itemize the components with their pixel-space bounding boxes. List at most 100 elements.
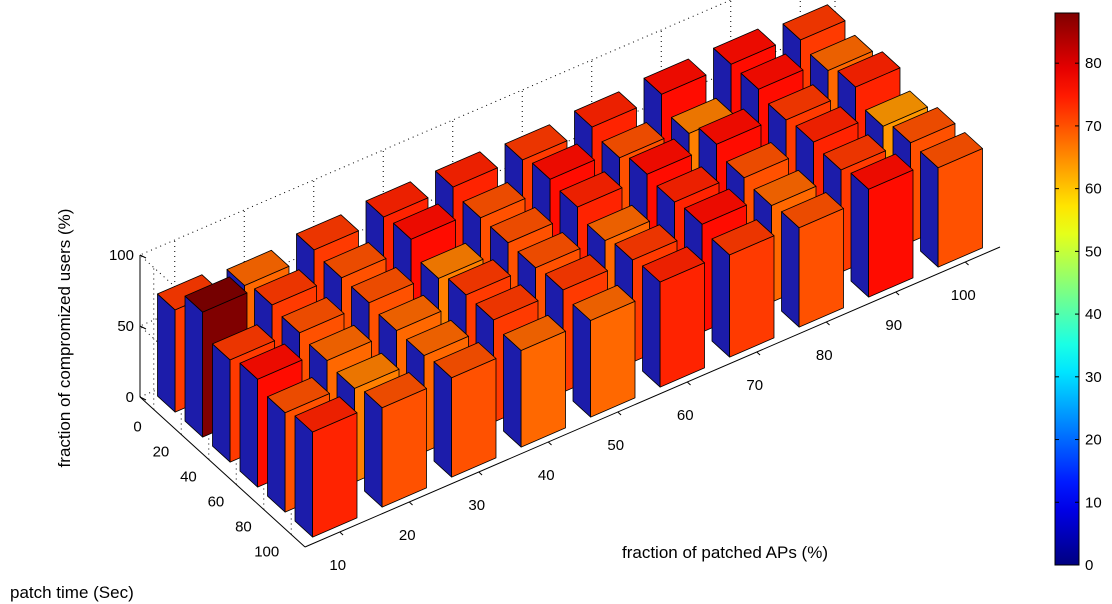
bar-top-face	[810, 34, 873, 71]
x-tick-label: 60	[677, 407, 694, 424]
bar-top-face	[614, 224, 678, 261]
x-tick-mark	[339, 531, 344, 536]
bar-front-face	[937, 148, 983, 268]
bar-top-face	[212, 324, 275, 361]
bar-top-face	[517, 232, 581, 269]
bar-top-face	[490, 207, 553, 244]
bar-top-face	[768, 84, 831, 121]
bar-top-face	[698, 108, 762, 145]
bar-top-face	[795, 106, 859, 143]
x-tick-label: 70	[746, 377, 763, 394]
x-tick-mark	[478, 471, 483, 476]
bar-top-face	[643, 58, 707, 95]
bar-top-face	[448, 259, 511, 296]
bar-top-face	[364, 372, 427, 409]
bar-top-face	[713, 28, 776, 65]
x-tick-label: 100	[951, 287, 976, 304]
bar-top-face	[475, 284, 539, 321]
bar-side-face	[781, 211, 800, 328]
y-tick-label: 0	[133, 419, 141, 436]
bar-top-face	[226, 249, 290, 286]
bar-top-face	[296, 214, 359, 251]
bar-top-face	[740, 53, 804, 90]
bar-front-face	[520, 330, 566, 448]
z-axis-title: fraction of compromized users (%)	[55, 209, 74, 468]
bar-side-face	[503, 334, 522, 448]
bar-top-face	[532, 143, 595, 180]
z-tick-mark	[139, 325, 147, 330]
y-tick-label: 60	[208, 494, 225, 511]
bar-top-face	[865, 90, 928, 127]
x-tick-mark	[617, 411, 622, 416]
x-tick-mark	[408, 501, 413, 506]
x-tick-label: 90	[885, 317, 902, 334]
bar-front-face	[381, 388, 427, 508]
x-tick-mark	[825, 321, 830, 326]
bar-front-face	[312, 412, 358, 538]
x-tick-label: 20	[399, 527, 416, 544]
bar-top-face	[711, 219, 775, 256]
bar-side-face	[212, 343, 231, 463]
bar-top-face	[254, 269, 317, 306]
bar-top-face	[336, 352, 400, 389]
x-axis-line	[304, 246, 1001, 548]
bar-top-face	[294, 396, 358, 433]
x-tick-mark	[686, 381, 691, 386]
bar-top-face	[656, 166, 720, 203]
bar-top-face	[629, 138, 692, 175]
bars	[157, 4, 983, 538]
z-tick-mark	[139, 396, 147, 401]
bar-front-face	[798, 208, 844, 328]
bar-top-face	[545, 254, 608, 291]
bar-top-face	[781, 192, 844, 229]
bar	[711, 219, 775, 358]
bar-side-face	[157, 293, 176, 413]
bar-top-face	[920, 132, 983, 169]
bar-top-face	[420, 242, 484, 279]
x-tick-mark	[895, 291, 900, 296]
z-tick-mark	[139, 254, 147, 259]
bar-top-face	[309, 324, 372, 361]
bar-top-face	[503, 314, 566, 351]
bar-side-face	[184, 295, 204, 438]
colorbar-tick-label: 0	[1085, 557, 1093, 574]
z-tick-label: 50	[117, 318, 134, 335]
colorbar-tick-label: 60	[1085, 181, 1102, 198]
bar-top-face	[239, 343, 303, 380]
bar-side-face	[642, 265, 661, 388]
bar-top-face	[406, 319, 469, 356]
bar-front-face	[451, 358, 497, 478]
bar-top-face	[753, 169, 817, 206]
bar-top-face	[837, 51, 901, 88]
bar-top-face	[642, 246, 705, 283]
bar-top-face	[559, 171, 623, 208]
bar	[364, 372, 427, 508]
x-tick-label: 80	[816, 347, 833, 364]
bar-top-face	[587, 204, 650, 241]
bar-side-face	[572, 304, 591, 418]
bar-front-face	[868, 169, 914, 298]
colorbar-ticks: 0 10 20 30 40 50 60 70 80	[1055, 55, 1102, 574]
y-tick-label: 20	[153, 444, 170, 461]
y-tick-label: 100	[254, 544, 279, 561]
bar	[781, 192, 844, 328]
x-tick-mark	[547, 441, 552, 446]
bar-side-face	[850, 172, 869, 298]
bar	[920, 132, 983, 268]
bar-top-face	[435, 151, 498, 188]
bar-side-face	[364, 391, 383, 508]
bar-top-face	[601, 122, 665, 159]
bar-top-face	[323, 242, 387, 279]
bar-top-face	[574, 91, 637, 128]
bar-top-face	[850, 153, 914, 190]
bar	[850, 153, 914, 298]
x-tick-label: 30	[468, 497, 485, 514]
bar-top-face	[378, 294, 442, 331]
bar-side-face	[433, 361, 453, 478]
colorbar-tick-label: 30	[1085, 369, 1102, 386]
x-tick-mark	[756, 351, 761, 356]
colorbar-gradient	[1054, 12, 1080, 566]
bar-top-face	[726, 142, 789, 179]
